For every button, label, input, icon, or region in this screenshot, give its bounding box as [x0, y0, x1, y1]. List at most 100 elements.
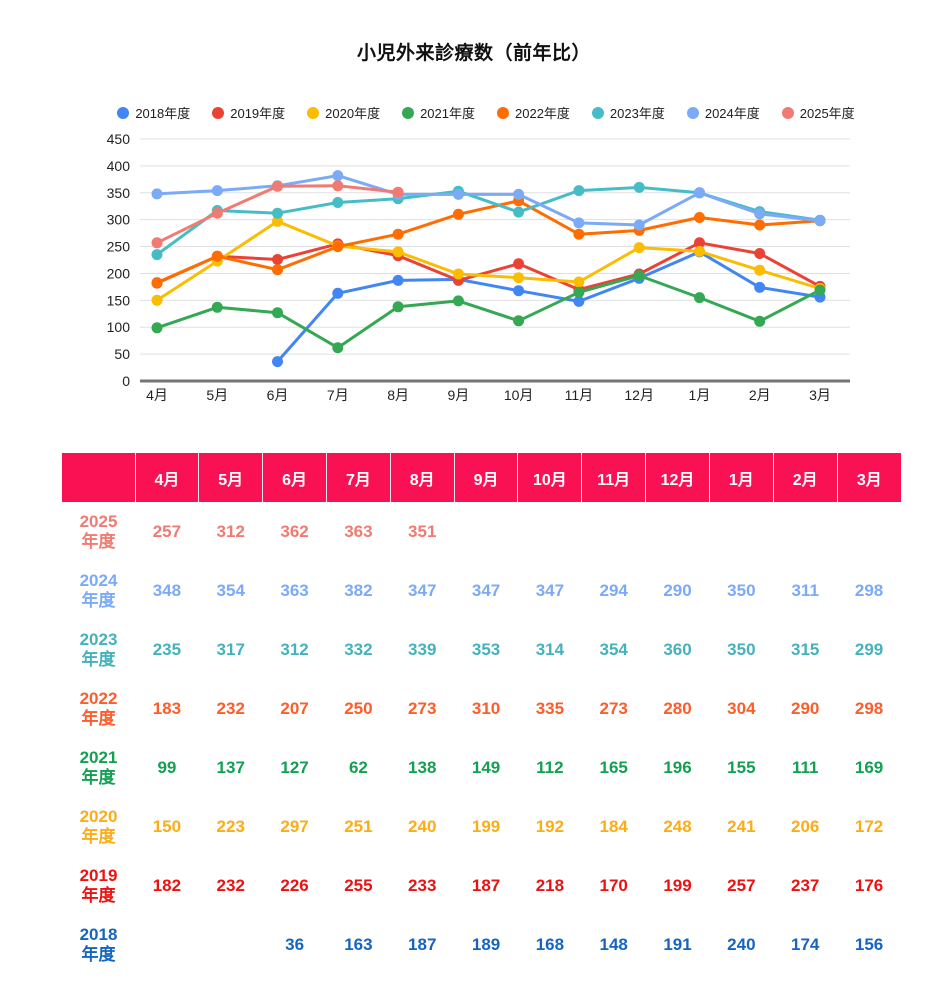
value-cell-2025年度-8月: 351 — [408, 521, 437, 541]
value-cell-2022年度-12月: 280 — [663, 698, 692, 718]
value-cell-2021年度-3月: 169 — [854, 757, 884, 777]
series-line-2022年度 — [155, 199, 822, 285]
legend-color-dot — [117, 106, 130, 119]
legend-color-dot — [307, 106, 320, 119]
value-cell-2022年度-2月: 290 — [791, 698, 820, 718]
y-axis-label: 450 — [107, 131, 131, 147]
legend-color-dot — [402, 106, 415, 119]
data-point-2021年度-10月 — [513, 315, 525, 327]
value-cell-2024年度-4月: 348 — [152, 580, 182, 600]
series-line-2018年度 — [276, 250, 822, 364]
data-point-2020年度-8月 — [392, 246, 404, 258]
month-header-cell: 9月 — [453, 453, 518, 502]
table-corner-cell — [62, 453, 135, 502]
data-point-2019年度-1月 — [694, 237, 705, 249]
value-cell-2023年度-5月: 317 — [216, 639, 245, 659]
value-cell-2025年度-3月 — [837, 502, 901, 561]
data-point-2022年度-4月 — [151, 277, 163, 289]
month-header-cell: 12月 — [645, 453, 710, 502]
legend-item: 2025年度 — [781, 103, 855, 122]
legend-color-dot — [497, 106, 509, 119]
value-cell-2025年度-5月: 312 — [216, 521, 245, 541]
value-cell-2021年度-5月: 137 — [216, 757, 245, 777]
legend-label: 2021年度 — [420, 106, 475, 121]
data-point-2025年度-5月 — [211, 207, 223, 219]
data-point-2024年度-11月 — [573, 217, 585, 229]
year-label-line1: 2024 — [79, 570, 118, 590]
legend-color-dot — [212, 106, 225, 119]
data-point-2020年度-1月 — [694, 245, 705, 257]
data-point-2020年度-4月 — [151, 294, 163, 306]
value-cell-2020年度-7月: 251 — [344, 816, 373, 836]
x-axis-label: 8月 — [387, 387, 409, 403]
value-cell-2025年度-6月: 362 — [280, 521, 309, 541]
year-row-2022年度: 2022 年度 183 232 207 250 273 310 335 273 280 304 290 2… — [62, 679, 901, 738]
series-line-2019年度 — [155, 241, 822, 292]
year-label-line1: 2023 — [79, 629, 118, 649]
value-cell-2024年度-7月: 382 — [344, 580, 373, 600]
value-cell-2018年度-7月: 163 — [344, 934, 373, 954]
year-label-line2: 年度 — [81, 708, 116, 728]
month-header-cell: 11月 — [581, 453, 646, 502]
legend-label: 2023年度 — [609, 106, 665, 121]
year-label-cell: 2022 年度 — [62, 679, 135, 738]
year-row-2024年度: 2024 年度 348 354 363 382 347 347 347 294 290 350 311 2… — [62, 561, 901, 620]
value-cell-2023年度-10月: 314 — [535, 639, 565, 659]
data-point-2021年度-5月 — [211, 301, 223, 313]
legend-label: 2024年度 — [704, 106, 760, 121]
y-axis-label: 200 — [107, 265, 131, 281]
value-cell-2024年度-11月: 294 — [599, 580, 628, 600]
x-axis-label: 12月 — [624, 387, 654, 403]
value-cell-2023年度-1月: 350 — [727, 639, 756, 659]
x-axis-label: 4月 — [146, 387, 168, 403]
value-cell-2025年度-10月 — [518, 502, 582, 561]
year-label-line1: 2018 — [79, 924, 118, 944]
value-cell-2021年度-11月: 165 — [599, 757, 628, 777]
value-cell-2023年度-2月: 315 — [791, 639, 820, 659]
value-cell-2025年度-9月 — [454, 502, 518, 561]
value-cell-2025年度-11月 — [582, 502, 646, 561]
x-axis-label: 7月 — [327, 387, 349, 403]
year-label-line2: 年度 — [81, 767, 116, 787]
value-cell-2018年度-1月: 240 — [727, 934, 756, 954]
value-cell-2020年度-10月: 192 — [535, 816, 565, 836]
year-label-cell: 2019 年度 — [62, 856, 135, 915]
value-cell-2018年度-6月: 36 — [285, 934, 305, 954]
value-cell-2018年度-4月 — [135, 915, 199, 974]
value-cell-2022年度-9月: 310 — [471, 698, 501, 718]
month-header-cell: 10月 — [517, 453, 582, 502]
year-label-cell: 2024 年度 — [62, 561, 135, 620]
value-cell-2025年度-4月: 257 — [152, 521, 182, 541]
data-point-2024年度-1月 — [694, 187, 705, 199]
value-cell-2018年度-5月 — [199, 915, 263, 974]
data-point-2021年度-11月 — [573, 286, 585, 298]
value-cell-2019年度-6月: 226 — [280, 875, 309, 895]
value-cell-2025年度-1月 — [709, 502, 773, 561]
value-cell-2018年度-2月: 174 — [791, 934, 820, 954]
value-cell-2021年度-2月: 111 — [791, 757, 819, 777]
legend-item: 2023年度 — [591, 103, 665, 122]
value-cell-2022年度-1月: 304 — [727, 698, 756, 718]
value-cell-2022年度-7月: 250 — [344, 698, 373, 718]
legend-label: 2019年度 — [230, 106, 286, 121]
data-point-2023年度-12月 — [633, 181, 645, 193]
data-point-2019年度-6月 — [272, 254, 283, 265]
data-point-2024年度-2月 — [754, 208, 766, 220]
month-header-cell: 3月 — [836, 453, 901, 502]
value-cell-2019年度-8月: 233 — [408, 875, 437, 895]
data-point-2025年度-6月 — [272, 180, 283, 192]
y-axis-label: 300 — [107, 212, 131, 228]
year-row-2021年度: 2021 年度 99 137 127 62 138 149 112 165 196 155 111 169 — [62, 738, 901, 797]
data-point-2020年度-6月 — [272, 215, 283, 227]
value-cell-2020年度-3月: 172 — [854, 816, 884, 836]
year-label-line1: 2022 — [79, 688, 118, 708]
value-cell-2021年度-9月: 149 — [471, 757, 501, 777]
year-label-line2: 年度 — [81, 590, 116, 610]
value-cell-2023年度-9月: 353 — [471, 639, 501, 659]
data-point-2025年度-7月 — [332, 180, 344, 192]
value-cell-2018年度-11月: 148 — [599, 934, 628, 954]
y-axis-label: 350 — [107, 185, 131, 201]
year-label-line2: 年度 — [81, 885, 116, 905]
table-head: 4月 5月 6月 7月 8月 9月 10月 11月 12月 1月 2月 3月 — [62, 453, 901, 502]
